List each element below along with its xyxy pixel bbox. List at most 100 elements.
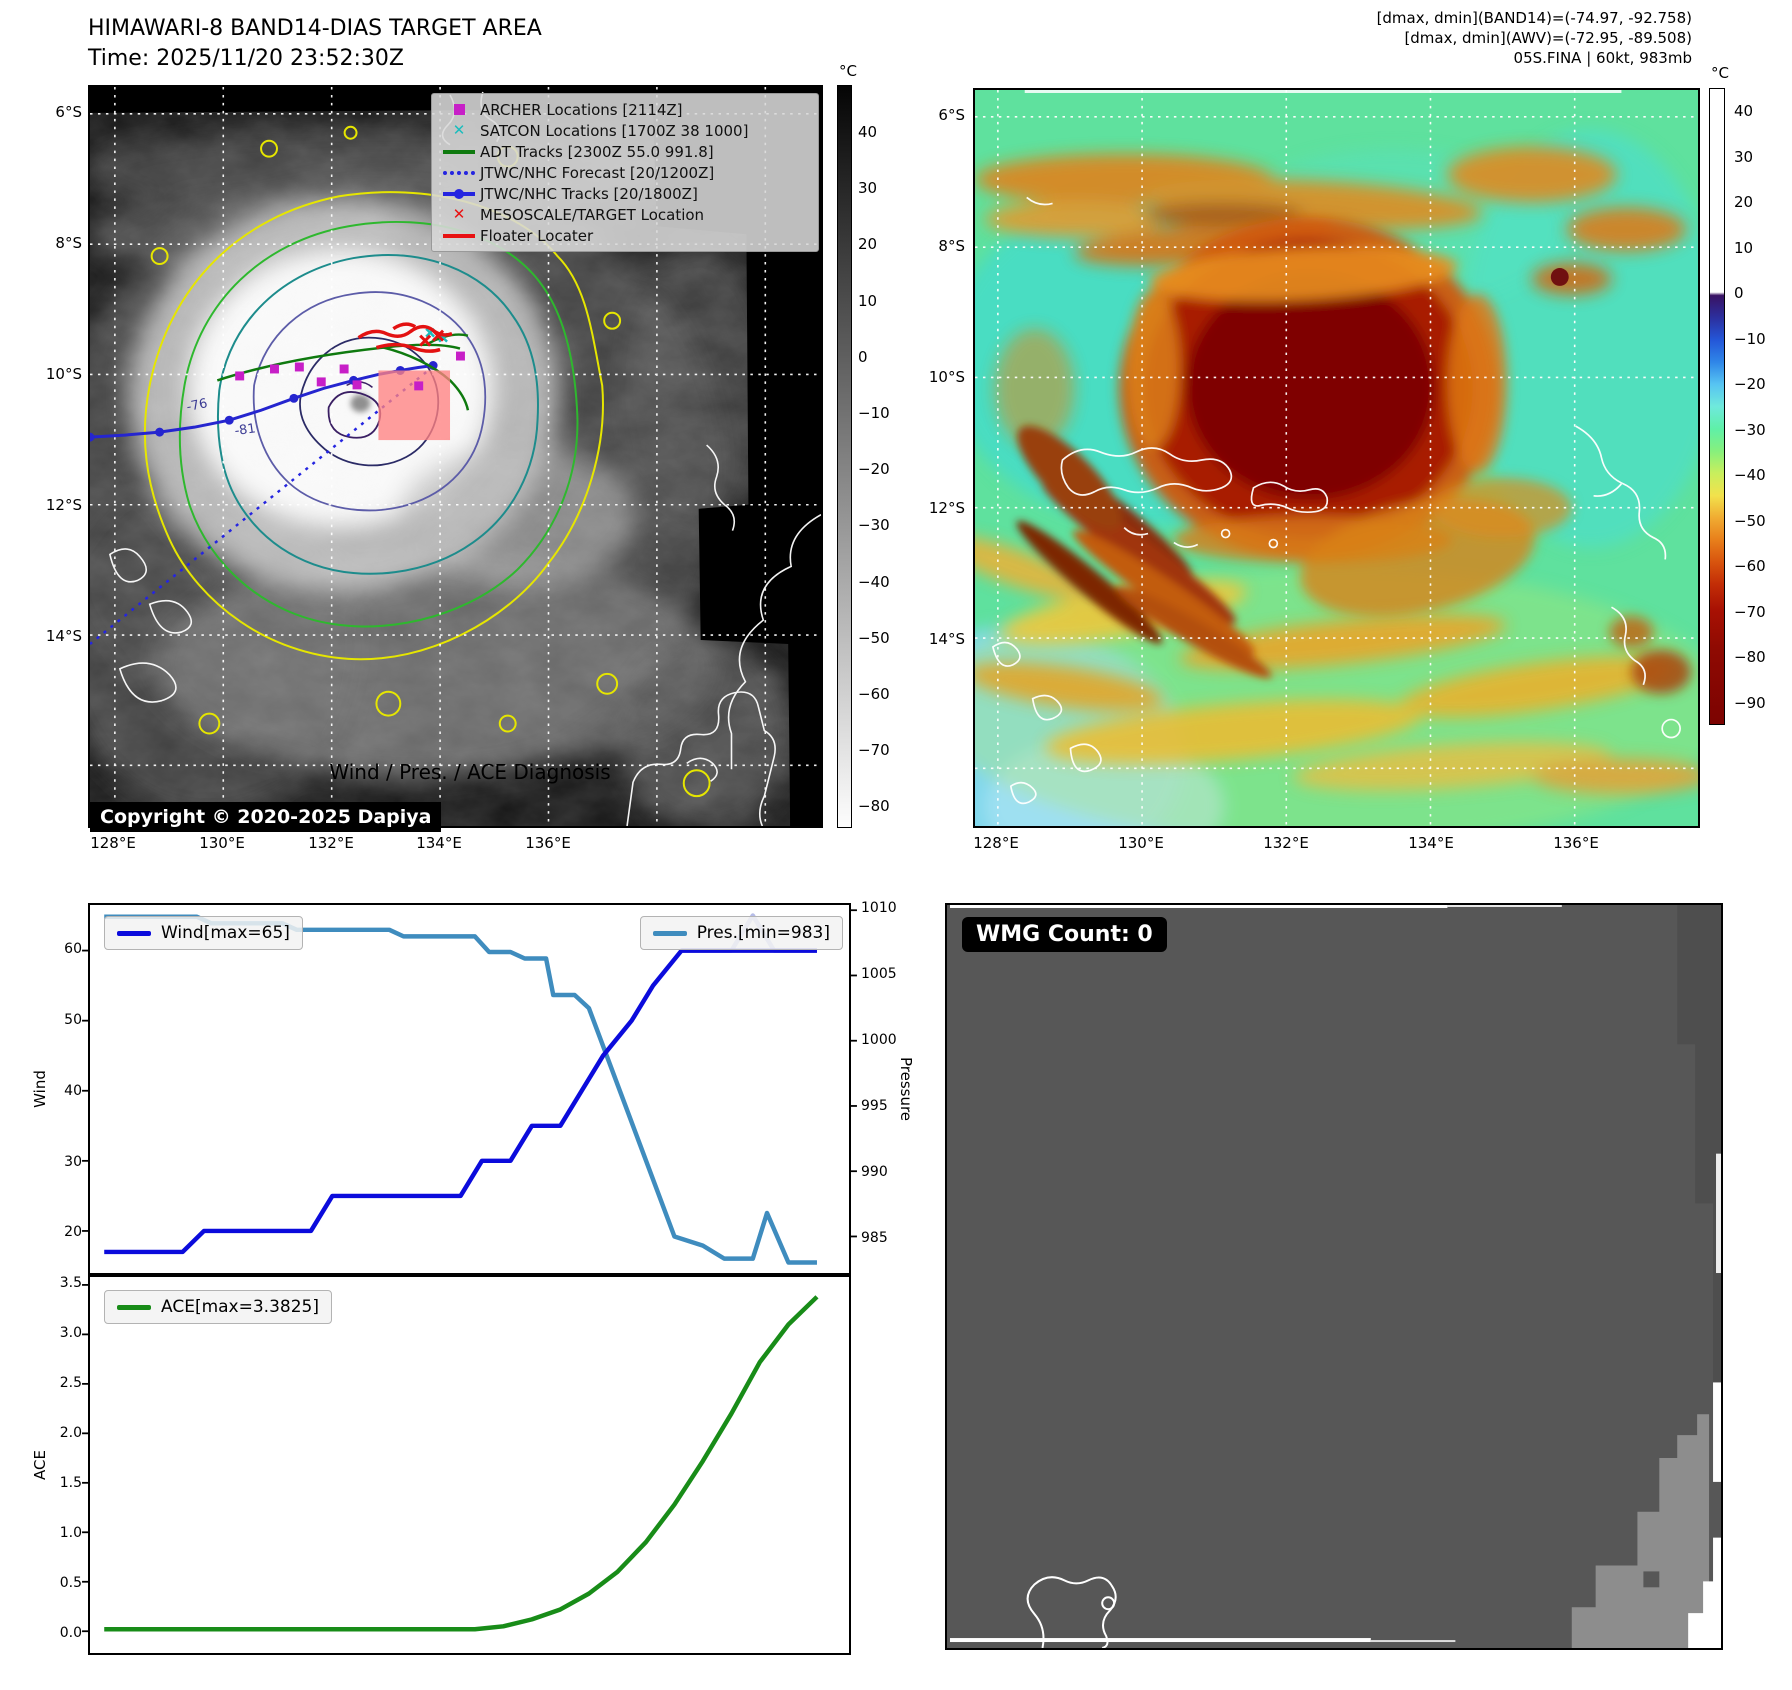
- awv-coastlines: [991, 196, 1681, 805]
- awv-colorbar-tick: −60: [1734, 557, 1766, 575]
- wind-svg-left-tick: 20: [64, 1224, 82, 1241]
- band14-colorbar-tick: −70: [858, 741, 890, 760]
- band14-xtick: 128°E: [90, 834, 136, 852]
- legend-item: JTWC/NHC Tracks [20/1800Z]: [438, 183, 810, 204]
- mesoscale-target-area: [378, 370, 451, 441]
- awv-ytick: 6°S: [938, 106, 965, 124]
- archer-markers: [235, 351, 465, 391]
- band14-xtick: 134°E: [416, 834, 462, 852]
- legend-item: ARCHER Locations [2114Z]: [438, 99, 810, 120]
- cold-spot: [1550, 268, 1569, 286]
- dotted-line-icon: [438, 170, 480, 175]
- band14-colorbar: [837, 85, 852, 828]
- band14-graticule: [90, 87, 821, 826]
- ace-svg-left-tick: 1.5: [59, 1475, 82, 1491]
- pressure-legend-label: Pres.[min=983]: [696, 923, 830, 943]
- awv-colorbar-tick: 20: [1734, 193, 1754, 211]
- line-icon: [438, 233, 480, 238]
- awv-colorbar-tick: −10: [1734, 329, 1766, 348]
- awv-header: [dmax, dmin](BAND14)=(-74.97, -92.758) […: [1090, 8, 1692, 68]
- series-wind-max-65-: [104, 948, 817, 1255]
- ace-svg-left-tick: 2.0: [59, 1425, 82, 1441]
- wind-svg-right-tick: 1005: [861, 966, 897, 983]
- wind-svg-left-tick: 30: [64, 1153, 82, 1170]
- band14-xtick: 132°E: [308, 834, 354, 852]
- dmax-dmin-band14: [dmax, dmin](BAND14)=(-74.97, -92.758): [1376, 9, 1692, 27]
- wind-legend: Wind[max=65]: [104, 916, 303, 950]
- legend-item: ADT Tracks [2300Z 55.0 991.8]: [438, 141, 810, 162]
- legend-item-label: MESOSCALE/TARGET Location: [480, 205, 705, 224]
- awv-xtick: 130°E: [1118, 834, 1164, 852]
- awv-ytick: 12°S: [928, 499, 965, 517]
- pressure-legend-sample: [652, 930, 687, 936]
- storm-id-intensity: 05S.FINA | 60kt, 983mb: [1513, 49, 1692, 67]
- band14-colorbar-tick: 20: [858, 235, 878, 254]
- band14-colorbar-tick: −60: [858, 685, 890, 703]
- band14-title: HIMAWARI-8 BAND14-DIAS TARGET AREA: [88, 16, 542, 41]
- line-dot-icon: [438, 188, 480, 199]
- ace-legend: ACE[max=3.3825]: [104, 1290, 332, 1324]
- legend-item-label: JTWC/NHC Forecast [20/1200Z]: [480, 163, 715, 182]
- band14-time: Time: 2025/11/20 23:52:30Z: [88, 46, 404, 71]
- awv-graticule: [975, 90, 1698, 826]
- legend-item: ✕ SATCON Locations [1700Z 38 1000]: [438, 120, 810, 141]
- awv-colorbar-tick: −40: [1734, 466, 1766, 484]
- awv-colorbar-tick: −90: [1734, 693, 1766, 712]
- legend-item: Floater Locater: [438, 225, 810, 246]
- band14-colorbar-tick: 40: [858, 123, 878, 141]
- ace-chart: [82, 1275, 851, 1655]
- awv-colorbar-tick: −20: [1734, 375, 1766, 393]
- wmg-coastline: [1026, 1576, 1117, 1648]
- band14-colorbar-tick: −10: [858, 404, 890, 422]
- diagnosis-title: Wind / Pres. / ACE Diagnosis: [329, 760, 611, 784]
- awv-ytick: 14°S: [928, 630, 965, 648]
- awv-colorbar-tick: −80: [1734, 648, 1766, 666]
- copyright-badge: Copyright © 2020-2025 Dapiya: [90, 802, 442, 832]
- legend-item: ✕ MESOSCALE/TARGET Location: [438, 204, 810, 225]
- wind-legend-label: Wind[max=65]: [161, 923, 290, 943]
- wind-svg-left-tick: 50: [64, 1011, 82, 1028]
- band14-ytick: 12°S: [45, 496, 82, 514]
- band14-map-legend: ARCHER Locations [2114Z] ✕ SATCON Location…: [431, 93, 819, 252]
- awv-ytick: 8°S: [938, 237, 965, 255]
- awv-xtick: 128°E: [973, 834, 1019, 852]
- x-icon: ✕: [452, 121, 466, 139]
- legend-item-label: ADT Tracks [2300Z 55.0 991.8]: [480, 142, 714, 161]
- ace-legend-label: ACE[max=3.3825]: [161, 1297, 319, 1317]
- wind-svg-right-tick: 1000: [861, 1032, 897, 1049]
- wmg-count-badge: WMG Count: 0: [962, 917, 1167, 952]
- band14-xtick: 130°E: [199, 834, 245, 852]
- awv-colorbar-tick: 30: [1734, 147, 1754, 166]
- ace-svg-left-tick: 3.5: [59, 1275, 82, 1291]
- floater-track: [357, 322, 453, 353]
- wind-svg-right-tick: 995: [861, 1098, 888, 1115]
- band14-colorbar-unit: °C: [839, 62, 857, 80]
- band14-colorbar-tick: 10: [858, 291, 878, 310]
- wmg-map-image: [947, 905, 1721, 1648]
- wind-svg-left-tick: 40: [64, 1082, 82, 1099]
- awv-map-panel: [973, 88, 1700, 828]
- line-icon: [438, 149, 480, 154]
- band14-colorbar-tick: −20: [858, 460, 890, 479]
- band14-colorbar-tick: −80: [858, 797, 890, 816]
- awv-colorbar-tick: 40: [1734, 102, 1754, 120]
- legend-item: JTWC/NHC Forecast [20/1200Z]: [438, 162, 810, 183]
- x-icon: ✕: [452, 205, 466, 223]
- awv-xtick: 132°E: [1263, 834, 1309, 852]
- band14-colorbar-tick: 30: [858, 179, 878, 198]
- band14-coastlines: [108, 91, 821, 826]
- mesoscale-target-markers: [419, 329, 445, 347]
- awv-colorbar-unit: °C: [1711, 64, 1729, 82]
- band14-xtick: 136°E: [525, 834, 571, 852]
- awv-colorbar-tick: −50: [1734, 511, 1766, 530]
- wind-svg-right-tick: 1010: [861, 900, 897, 917]
- awv-colorbar-tick: −30: [1734, 420, 1766, 439]
- wind-svg-left-tick: 60: [64, 941, 82, 958]
- band14-colorbar-tick: −30: [858, 516, 890, 535]
- awv-xtick: 136°E: [1553, 834, 1599, 852]
- jtwc-forecast-track: [90, 365, 434, 645]
- awv-satellite-image: [975, 90, 1698, 826]
- awv-colorbar: [1709, 88, 1725, 725]
- band14-colorbar-tick: −50: [858, 628, 890, 647]
